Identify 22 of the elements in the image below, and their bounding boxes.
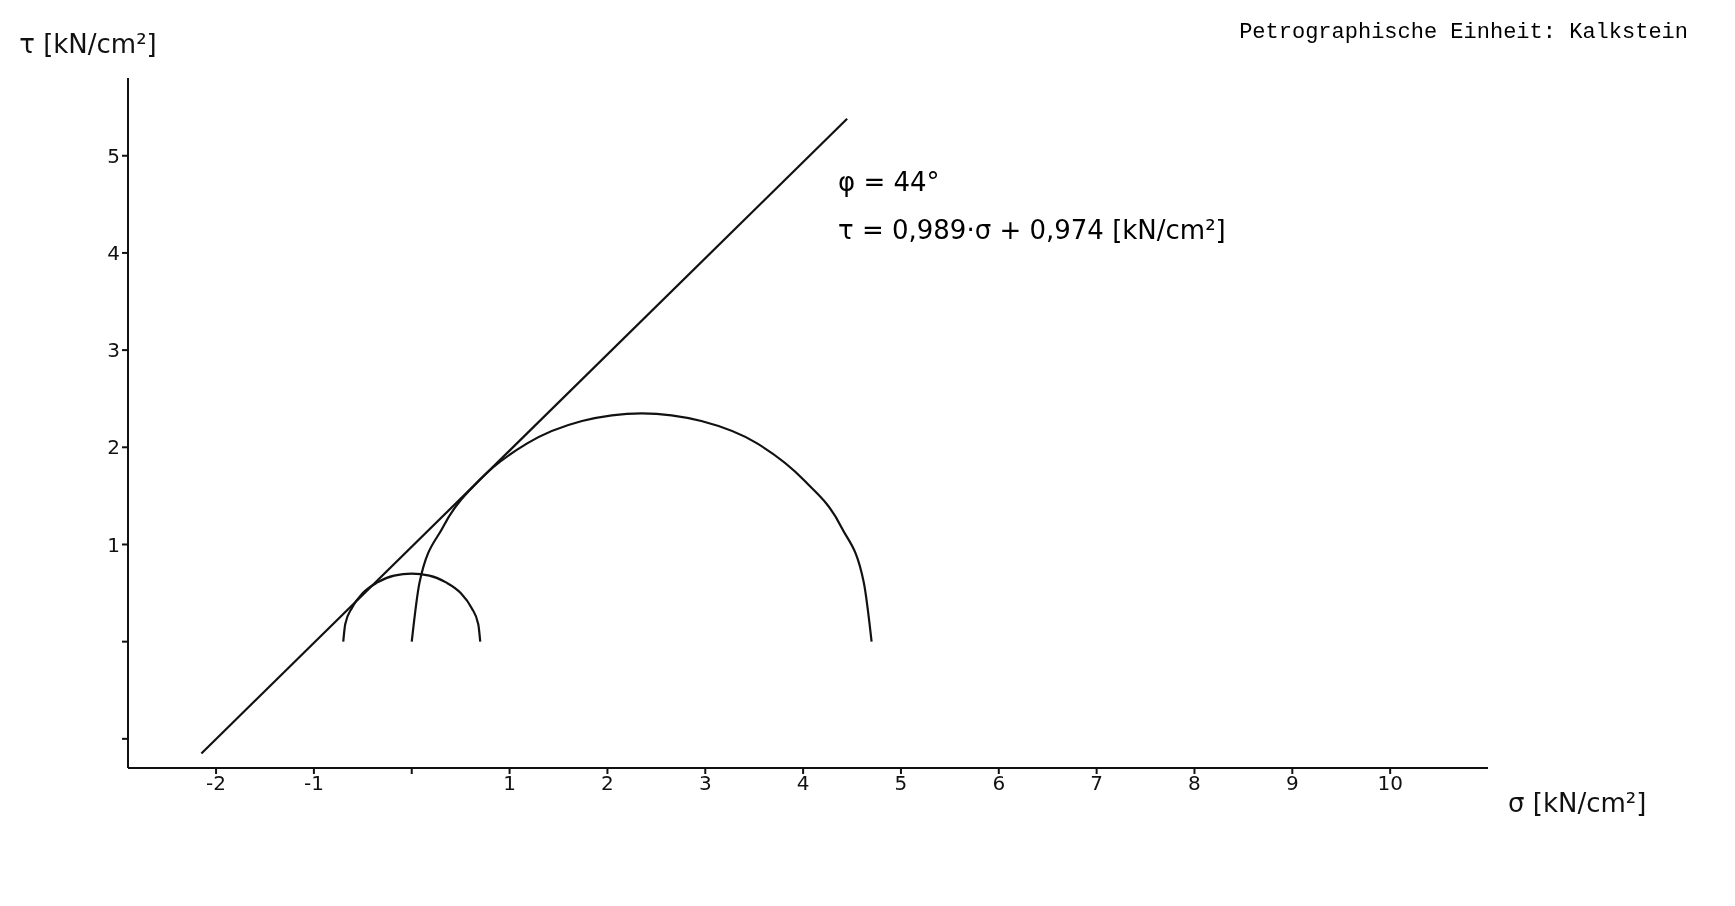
x-tick-label: 4 [796, 771, 810, 796]
x-tick-label: 8 [1188, 771, 1201, 796]
annotation: φ = 44° [838, 166, 941, 199]
chart-title: Petrographische Einheit: Kalkstein [1239, 20, 1688, 45]
y-tick-label: 1 [107, 532, 120, 557]
x-tick-label: 7 [1090, 771, 1103, 796]
x-tick-label: 5 [894, 771, 908, 796]
x-tick-label: 3 [698, 771, 712, 796]
y-tick-label: 3 [107, 338, 120, 363]
x-tick-label: 2 [601, 771, 614, 796]
x-axis-title: σ [kN/cm²] [1508, 788, 1647, 819]
x-tick-label: 9 [1285, 771, 1299, 796]
x-tick-label: 10 [1377, 771, 1403, 796]
x-tick-label: -2 [206, 771, 227, 796]
y-tick-label: 4 [107, 241, 120, 266]
x-tick-label: 6 [992, 771, 1006, 796]
annotation: τ = 0,989·σ + 0,974 [kN/cm²] [838, 214, 1226, 247]
x-tick-label: 1 [503, 771, 516, 796]
y-tick-label: 5 [107, 143, 120, 168]
y-tick-label: 2 [107, 435, 120, 460]
x-tick-label: -1 [303, 771, 324, 796]
y-axis-title: τ [kN/cm²] [19, 29, 157, 59]
